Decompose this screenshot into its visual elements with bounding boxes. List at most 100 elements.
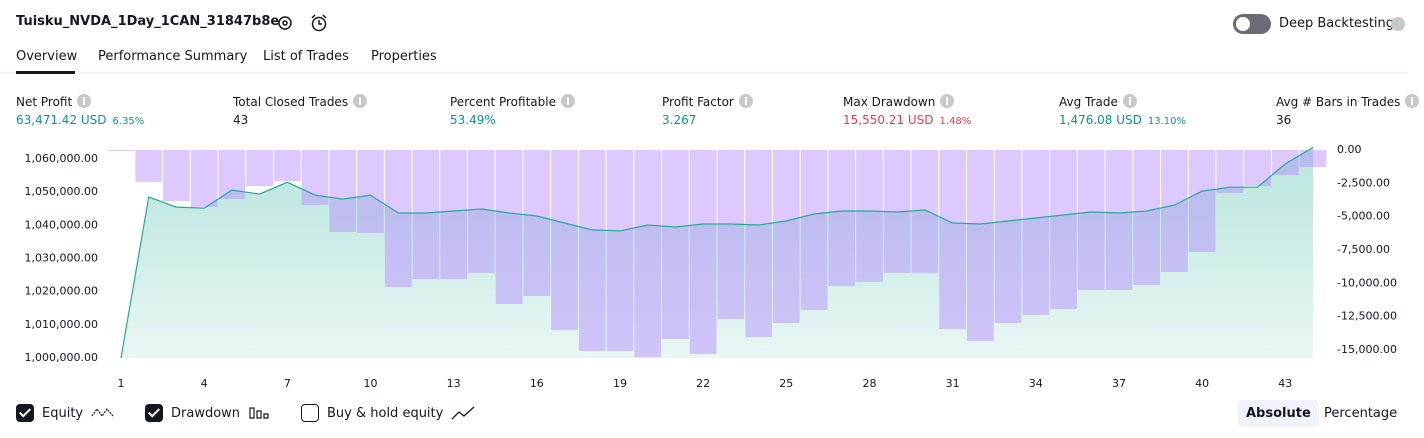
legend-label: Drawdown	[171, 405, 241, 421]
drawdown-bar	[468, 150, 495, 273]
x-tick-label: 28	[862, 377, 876, 390]
mode-button[interactable]: Percentage	[1324, 406, 1398, 421]
drawdown-bar	[578, 150, 606, 351]
legend-icon	[91, 407, 114, 418]
drawdown-bar	[939, 150, 966, 329]
drawdown-bar	[1216, 150, 1244, 193]
metric-value-text: 36	[1276, 113, 1292, 127]
drawdown-bar	[828, 150, 856, 286]
x-tick-label: 31	[946, 377, 960, 390]
toggle-switch[interactable]	[1233, 14, 1271, 34]
drawdown-bar	[1133, 150, 1161, 285]
drawdown-bar	[551, 150, 578, 330]
metric-value: 36	[1276, 113, 1291, 127]
drawdown-bar	[994, 150, 1022, 323]
tab[interactable]: List of Trades	[263, 49, 349, 64]
metric-label-text: Net Profit	[16, 95, 73, 109]
tab[interactable]: Overview	[16, 49, 78, 64]
metric-value: 15,550.21 USD 1.48%	[843, 113, 971, 127]
legend-item[interactable]: Buy & hold equity	[301, 404, 475, 422]
x-tick-label: 34	[1029, 377, 1043, 390]
info-icon[interactable]	[1122, 94, 1137, 108]
drawdown-bar	[273, 150, 301, 181]
x-tick-label: 10	[363, 377, 377, 390]
x-tick-label: 25	[779, 377, 793, 390]
y-tick-label: 1,020,000.00	[25, 285, 98, 298]
x-tick-label: 1	[118, 377, 125, 390]
drawdown-bar	[1022, 150, 1050, 315]
metric-value-text: 3.267	[662, 113, 697, 127]
metric-label-text: Max Drawdown	[843, 95, 936, 109]
legend-item[interactable]: Equity	[16, 404, 115, 422]
drawdown-bar	[800, 150, 828, 310]
y2-tick-label: 0.00	[1337, 143, 1362, 156]
drawdown-bar	[606, 150, 634, 351]
info-icon[interactable]	[1405, 94, 1420, 108]
legend-item[interactable]: Drawdown	[145, 404, 270, 422]
drawdown-bar	[190, 150, 218, 207]
checkbox[interactable]	[301, 404, 319, 422]
y-tick-label: 1,050,000.00	[25, 185, 98, 198]
y-tick-label: 1,010,000.00	[25, 318, 98, 331]
metric-percent: 6.35%	[112, 116, 145, 127]
tab[interactable]: Performance Summary	[98, 49, 248, 64]
equity-line	[120, 146, 1314, 359]
toggle-label: Deep Backtesting	[1279, 16, 1395, 31]
drawdown-bar	[856, 150, 883, 282]
drawdown-bar	[523, 150, 551, 296]
info-icon[interactable]	[940, 94, 955, 108]
strategy-title: Tuisku_NVDA_1Day_1CAN_31847b8e	[16, 14, 280, 29]
y-tick-label: 1,030,000.00	[25, 251, 98, 264]
y-tick-label: 1,040,000.00	[25, 218, 98, 231]
info-icon[interactable]	[560, 94, 575, 108]
tab-indicator	[16, 71, 75, 74]
y-tick-label: 1,000,000.00	[25, 351, 98, 364]
y2-tick-label: -15,000.00	[1337, 343, 1397, 356]
alert-icon[interactable]	[309, 13, 329, 33]
drawdown-bar	[107, 150, 135, 151]
metric-label: Profit Factor	[662, 94, 753, 109]
metric-value: 1,476.08 USD 13.10%	[1059, 113, 1186, 127]
metric-value-text: 43	[233, 113, 249, 127]
tab[interactable]: Properties	[371, 49, 437, 64]
drawdown-bar	[412, 150, 440, 279]
metric-value-text: 53.49%	[450, 113, 496, 127]
metric-label: Avg Trade	[1059, 94, 1137, 109]
legend-label: Equity	[42, 405, 84, 421]
drawdown-bar	[1244, 150, 1271, 186]
drawdown-bar	[1188, 150, 1216, 252]
mode-button[interactable]: Absolute	[1238, 400, 1319, 427]
tab-divider	[0, 72, 1408, 74]
y2-tick-label: -12,500.00	[1337, 310, 1397, 323]
metric-value-text: 1,476.08 USD	[1059, 113, 1142, 127]
x-tick-label: 4	[201, 377, 208, 390]
metric-label-text: Total Closed Trades	[233, 95, 349, 109]
help-icon[interactable]	[1391, 17, 1405, 31]
drawdown-bar	[329, 150, 357, 232]
metric-value: 53.49%	[450, 113, 496, 127]
drawdown-bar	[1077, 150, 1105, 290]
metric-label: Net Profit	[16, 94, 92, 109]
drawdown-bar	[745, 150, 772, 337]
y2-tick-label: -10,000.00	[1337, 276, 1397, 289]
metric-percent: 13.10%	[1147, 116, 1187, 127]
drawdown-bar	[357, 150, 384, 233]
checkbox[interactable]	[16, 404, 34, 422]
x-tick-label: 37	[1112, 377, 1126, 390]
checkbox[interactable]	[145, 404, 163, 422]
drawdown-bar	[135, 150, 163, 182]
metric-label-text: Percent Profitable	[450, 95, 556, 109]
y2-tick-label: -7,500.00	[1337, 243, 1390, 256]
info-icon[interactable]	[77, 94, 92, 108]
info-icon[interactable]	[353, 94, 368, 108]
drawdown-bar	[772, 150, 800, 323]
drawdown-bar	[163, 150, 190, 201]
metric-percent: 1.48%	[939, 116, 972, 127]
metric-label: Total Closed Trades	[233, 94, 368, 109]
y2-tick-label: -2,500.00	[1337, 176, 1390, 189]
info-icon[interactable]	[738, 94, 753, 108]
drawdown-bar	[717, 150, 745, 319]
drawdown-bar	[440, 150, 468, 279]
settings-icon[interactable]	[276, 14, 294, 32]
y2-tick-label: -5,000.00	[1337, 210, 1390, 223]
